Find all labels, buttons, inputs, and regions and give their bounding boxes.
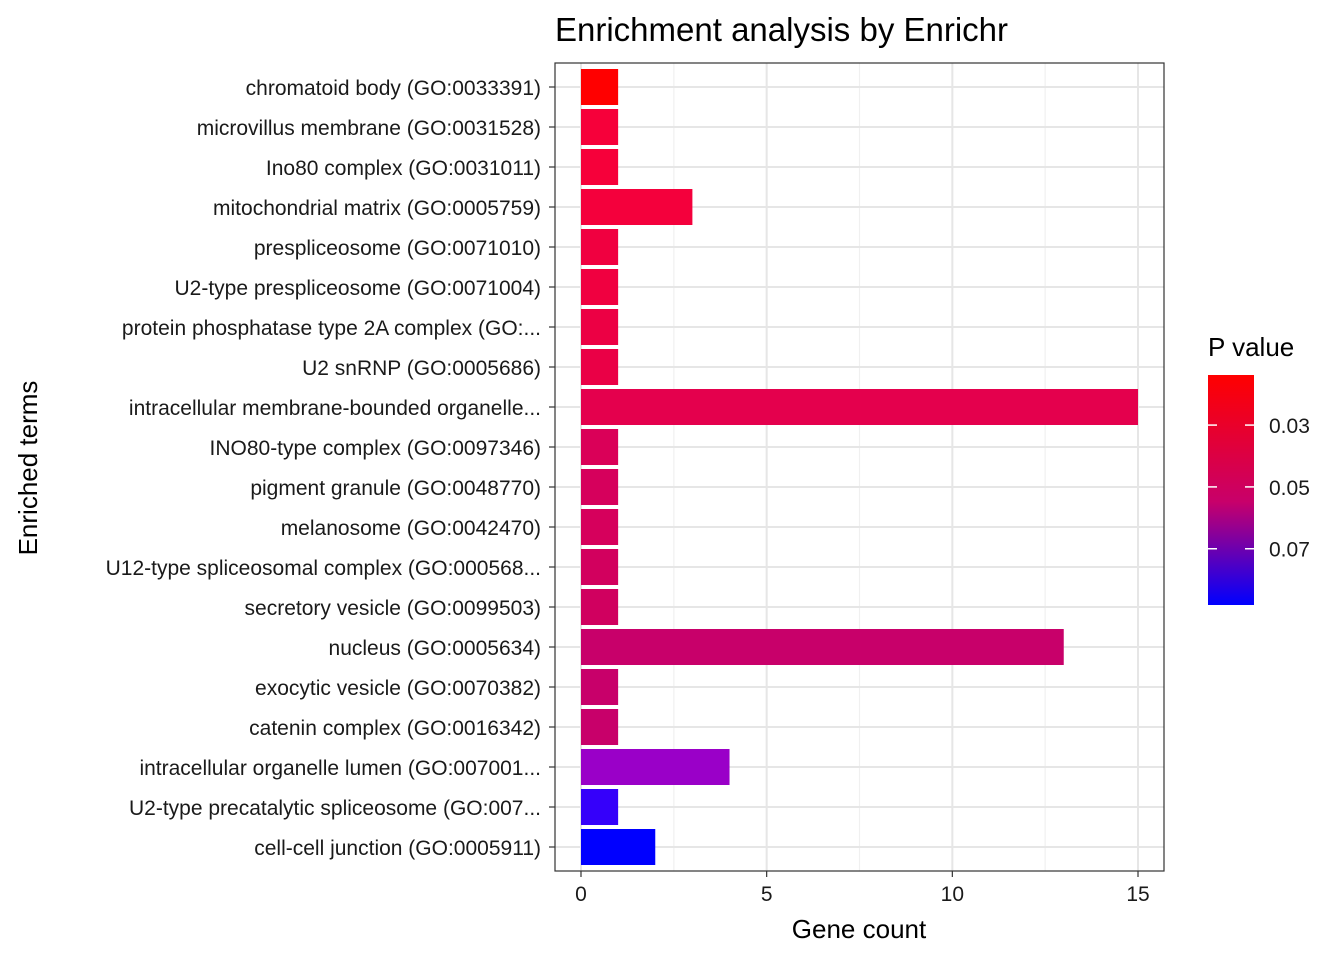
legend-tick-label: 0.05 xyxy=(1269,477,1310,500)
y-tick-label: nucleus (GO:0005634) xyxy=(329,637,541,660)
y-tick-label: U2-type precatalytic spliceosome (GO:007… xyxy=(129,797,541,820)
panel-border xyxy=(554,62,1165,872)
y-tick-label: U2 snRNP (GO:0005686) xyxy=(302,357,541,380)
y-tick-label: microvillus membrane (GO:0031528) xyxy=(197,117,541,140)
x-tick-label: 5 xyxy=(761,883,773,906)
bar xyxy=(580,269,619,305)
bar xyxy=(580,469,619,505)
bar xyxy=(580,349,619,385)
bar xyxy=(580,589,619,625)
y-tick-label: intracellular membrane-bounded organelle… xyxy=(129,397,541,420)
y-tick-label: chromatoid body (GO:0033391) xyxy=(246,77,541,100)
chart-title: Enrichment analysis by Enrichr xyxy=(555,11,1008,48)
plot-panel xyxy=(554,62,1165,872)
y-tick-label: secretory vesicle (GO:0099503) xyxy=(245,597,541,620)
y-tick-label: exocytic vesicle (GO:0070382) xyxy=(255,677,541,700)
legend-colorbar xyxy=(1208,375,1254,605)
y-axis-labels: chromatoid body (GO:0033391) microvillus … xyxy=(106,77,555,860)
bar xyxy=(580,309,619,345)
p-value-legend: P value 0.03 0.05 0.07 xyxy=(1208,332,1310,605)
y-tick-label: Ino80 complex (GO:0031011) xyxy=(266,157,541,180)
y-tick-label: catenin complex (GO:0016342) xyxy=(249,717,541,740)
x-axis-label: Gene count xyxy=(792,914,927,944)
y-tick-label: pigment granule (GO:0048770) xyxy=(250,477,541,500)
bar xyxy=(580,189,693,225)
y-tick-label: U2-type prespliceosome (GO:0071004) xyxy=(174,277,541,300)
y-tick-label: mitochondrial matrix (GO:0005759) xyxy=(213,197,541,220)
bar xyxy=(580,549,619,585)
bar xyxy=(580,229,619,265)
x-tick-label: 15 xyxy=(1126,883,1149,906)
y-axis-label: Enriched terms xyxy=(13,381,43,556)
y-tick-label: melanosome (GO:0042470) xyxy=(281,517,541,540)
y-tick-label: cell-cell junction (GO:0005911) xyxy=(254,837,541,860)
bar xyxy=(580,829,656,865)
bar xyxy=(580,789,619,825)
y-tick-label: protein phosphatase type 2A complex (GO:… xyxy=(122,317,541,340)
bar xyxy=(580,669,619,705)
y-tick-label: U12-type spliceosomal complex (GO:000568… xyxy=(106,557,541,580)
bar xyxy=(580,509,619,545)
bar xyxy=(580,149,619,185)
y-tick-label: prespliceosome (GO:0071010) xyxy=(254,237,541,260)
bar xyxy=(580,389,1139,425)
bar xyxy=(580,709,619,745)
bar xyxy=(580,69,619,105)
y-tick-label: intracellular organelle lumen (GO:007001… xyxy=(139,757,541,780)
bar xyxy=(580,629,1064,665)
legend-tick-label: 0.03 xyxy=(1269,415,1310,438)
bar xyxy=(580,749,730,785)
legend-title: P value xyxy=(1208,332,1294,362)
bar xyxy=(580,109,619,145)
x-axis: 0 5 10 15 xyxy=(575,871,1150,906)
bar xyxy=(580,429,619,465)
x-tick-label: 10 xyxy=(941,883,964,906)
legend-tick-label: 0.07 xyxy=(1269,539,1310,562)
y-tick-label: INO80-type complex (GO:0097346) xyxy=(210,437,542,460)
x-tick-label: 0 xyxy=(575,883,587,906)
